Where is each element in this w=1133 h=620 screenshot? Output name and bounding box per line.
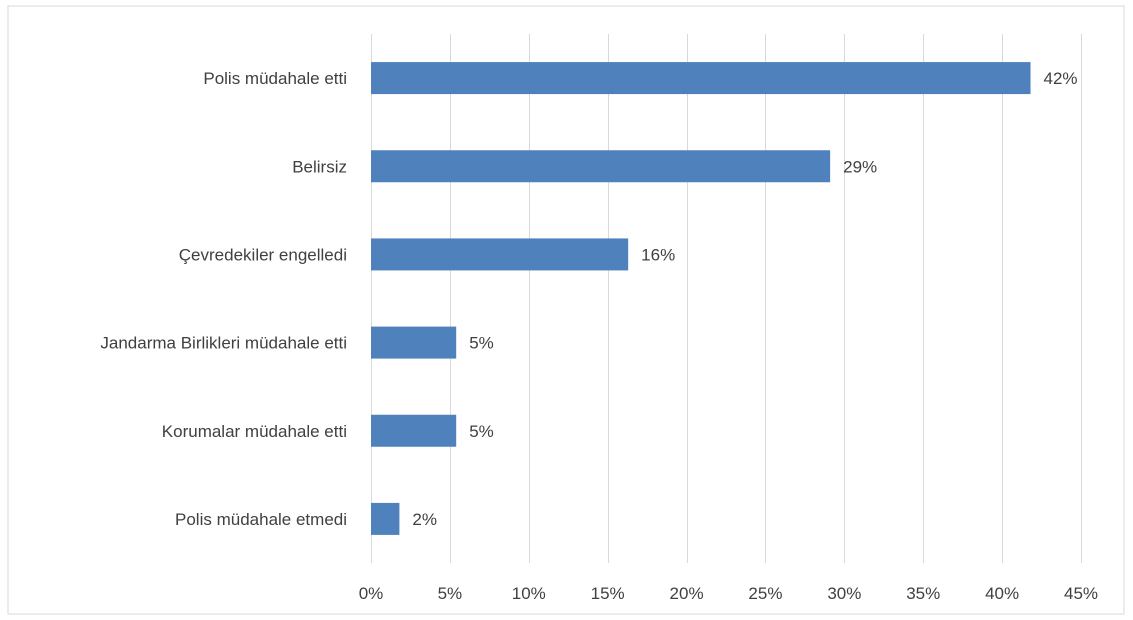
data-label: 2% — [412, 510, 437, 529]
bar — [371, 414, 457, 447]
data-label: 29% — [843, 157, 877, 176]
bars — [371, 62, 1031, 535]
category-label: Jandarma Birlikleri müdahale etti — [100, 334, 347, 353]
chart-frame — [7, 5, 1125, 615]
x-tick-label: 20% — [670, 584, 704, 603]
category-label: Belirsiz — [292, 157, 347, 176]
x-tick-label: 10% — [512, 584, 546, 603]
x-axis-tick-labels: 0% 5% 10% 15% 20% 25% 30% 35% 40% 45% — [359, 584, 1098, 603]
x-tick-label: 30% — [827, 584, 861, 603]
x-tick-label: 25% — [748, 584, 782, 603]
category-label: Korumalar müdahale etti — [162, 422, 347, 441]
category-label: Çevredekiler engelledi — [179, 245, 347, 264]
x-tick-label: 0% — [359, 584, 384, 603]
x-tick-label: 15% — [591, 584, 625, 603]
bar — [371, 150, 831, 183]
bar — [371, 326, 457, 359]
category-label: Polis müdahale etmedi — [175, 510, 347, 529]
data-label: 42% — [1044, 69, 1078, 88]
x-tick-label: 40% — [985, 584, 1019, 603]
category-label: Polis müdahale etti — [203, 69, 347, 88]
grid-lines — [371, 34, 1082, 563]
bar — [371, 502, 400, 535]
data-label: 16% — [641, 245, 675, 264]
x-tick-label: 5% — [438, 584, 463, 603]
x-tick-label: 45% — [1064, 584, 1098, 603]
x-tick-label: 35% — [906, 584, 940, 603]
bar — [371, 62, 1031, 95]
bar — [371, 238, 629, 271]
data-labels: 42% 29% 16% 5% 5% 2% — [412, 69, 1077, 529]
category-labels: Polis müdahale etti Belirsiz Çevredekiler … — [100, 69, 347, 529]
data-label: 5% — [469, 422, 494, 441]
data-label: 5% — [469, 334, 494, 353]
